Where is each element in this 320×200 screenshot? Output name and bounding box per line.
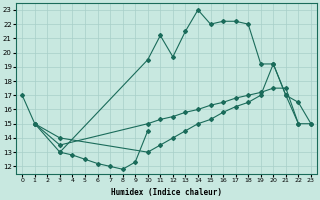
X-axis label: Humidex (Indice chaleur): Humidex (Indice chaleur) xyxy=(111,188,222,197)
